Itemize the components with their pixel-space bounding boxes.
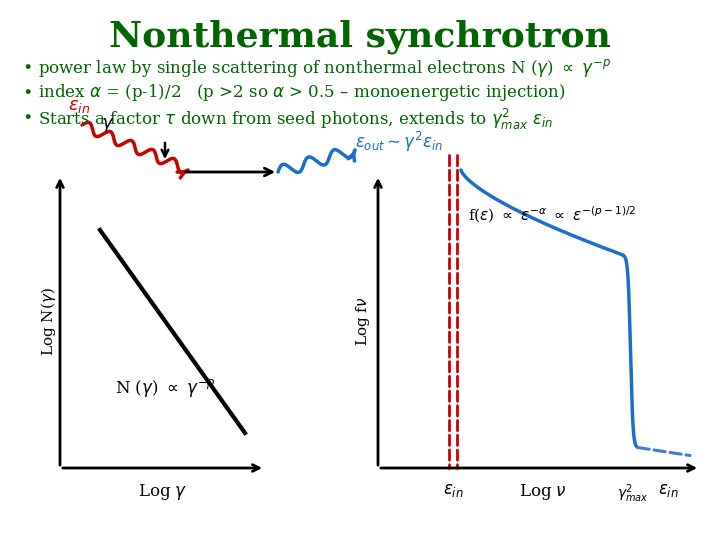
Text: Log f$\nu$: Log f$\nu$ [354,296,372,346]
Text: $\bullet$: $\bullet$ [22,107,32,124]
Text: Log $\nu$: Log $\nu$ [519,482,567,502]
Text: N ($\gamma$) $\propto$ $\gamma^{-p}$: N ($\gamma$) $\propto$ $\gamma^{-p}$ [115,377,216,399]
Text: Starts a factor $\tau$ down from seed photons, extends to $\gamma_{max}^{2}$ $\v: Starts a factor $\tau$ down from seed ph… [38,107,553,132]
Text: $\varepsilon_{in}$: $\varepsilon_{in}$ [68,97,91,115]
Text: f($\varepsilon$) $\propto$ $\varepsilon^{-\alpha}$ $\propto$ $\varepsilon^{-(p-1: f($\varepsilon$) $\propto$ $\varepsilon^… [468,205,636,225]
Text: power law by single scattering of nonthermal electrons N ($\gamma$) $\propto$ $\: power law by single scattering of nonthe… [38,57,611,79]
Text: $\bullet$: $\bullet$ [22,82,32,99]
Text: $\bullet$: $\bullet$ [22,57,32,74]
Text: $\varepsilon_{in}$: $\varepsilon_{in}$ [657,482,678,499]
Text: index $\alpha$ = (p-1)/2   (p >2 so $\alpha$ > 0.5 – monoenergetic injection): index $\alpha$ = (p-1)/2 (p >2 so $\alph… [38,82,565,103]
Text: Log N($\gamma$): Log N($\gamma$) [38,287,58,356]
Text: $\gamma_{max}^2$: $\gamma_{max}^2$ [617,482,649,504]
Text: $\gamma$: $\gamma$ [102,116,114,134]
Text: $\varepsilon_{out}{\sim}\gamma^2\varepsilon_{in}$: $\varepsilon_{out}{\sim}\gamma^2\varepsi… [355,130,444,154]
Text: $\varepsilon_{in}$: $\varepsilon_{in}$ [443,482,464,499]
Text: Nonthermal synchrotron: Nonthermal synchrotron [109,20,611,55]
Text: Log $\gamma$: Log $\gamma$ [138,482,187,502]
